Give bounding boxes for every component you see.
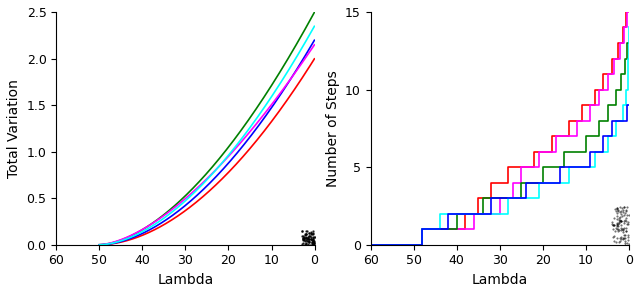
Y-axis label: Number of Steps: Number of Steps — [326, 70, 340, 187]
X-axis label: Lambda: Lambda — [472, 273, 528, 287]
X-axis label: Lambda: Lambda — [157, 273, 214, 287]
Y-axis label: Total Variation: Total Variation — [7, 79, 21, 178]
